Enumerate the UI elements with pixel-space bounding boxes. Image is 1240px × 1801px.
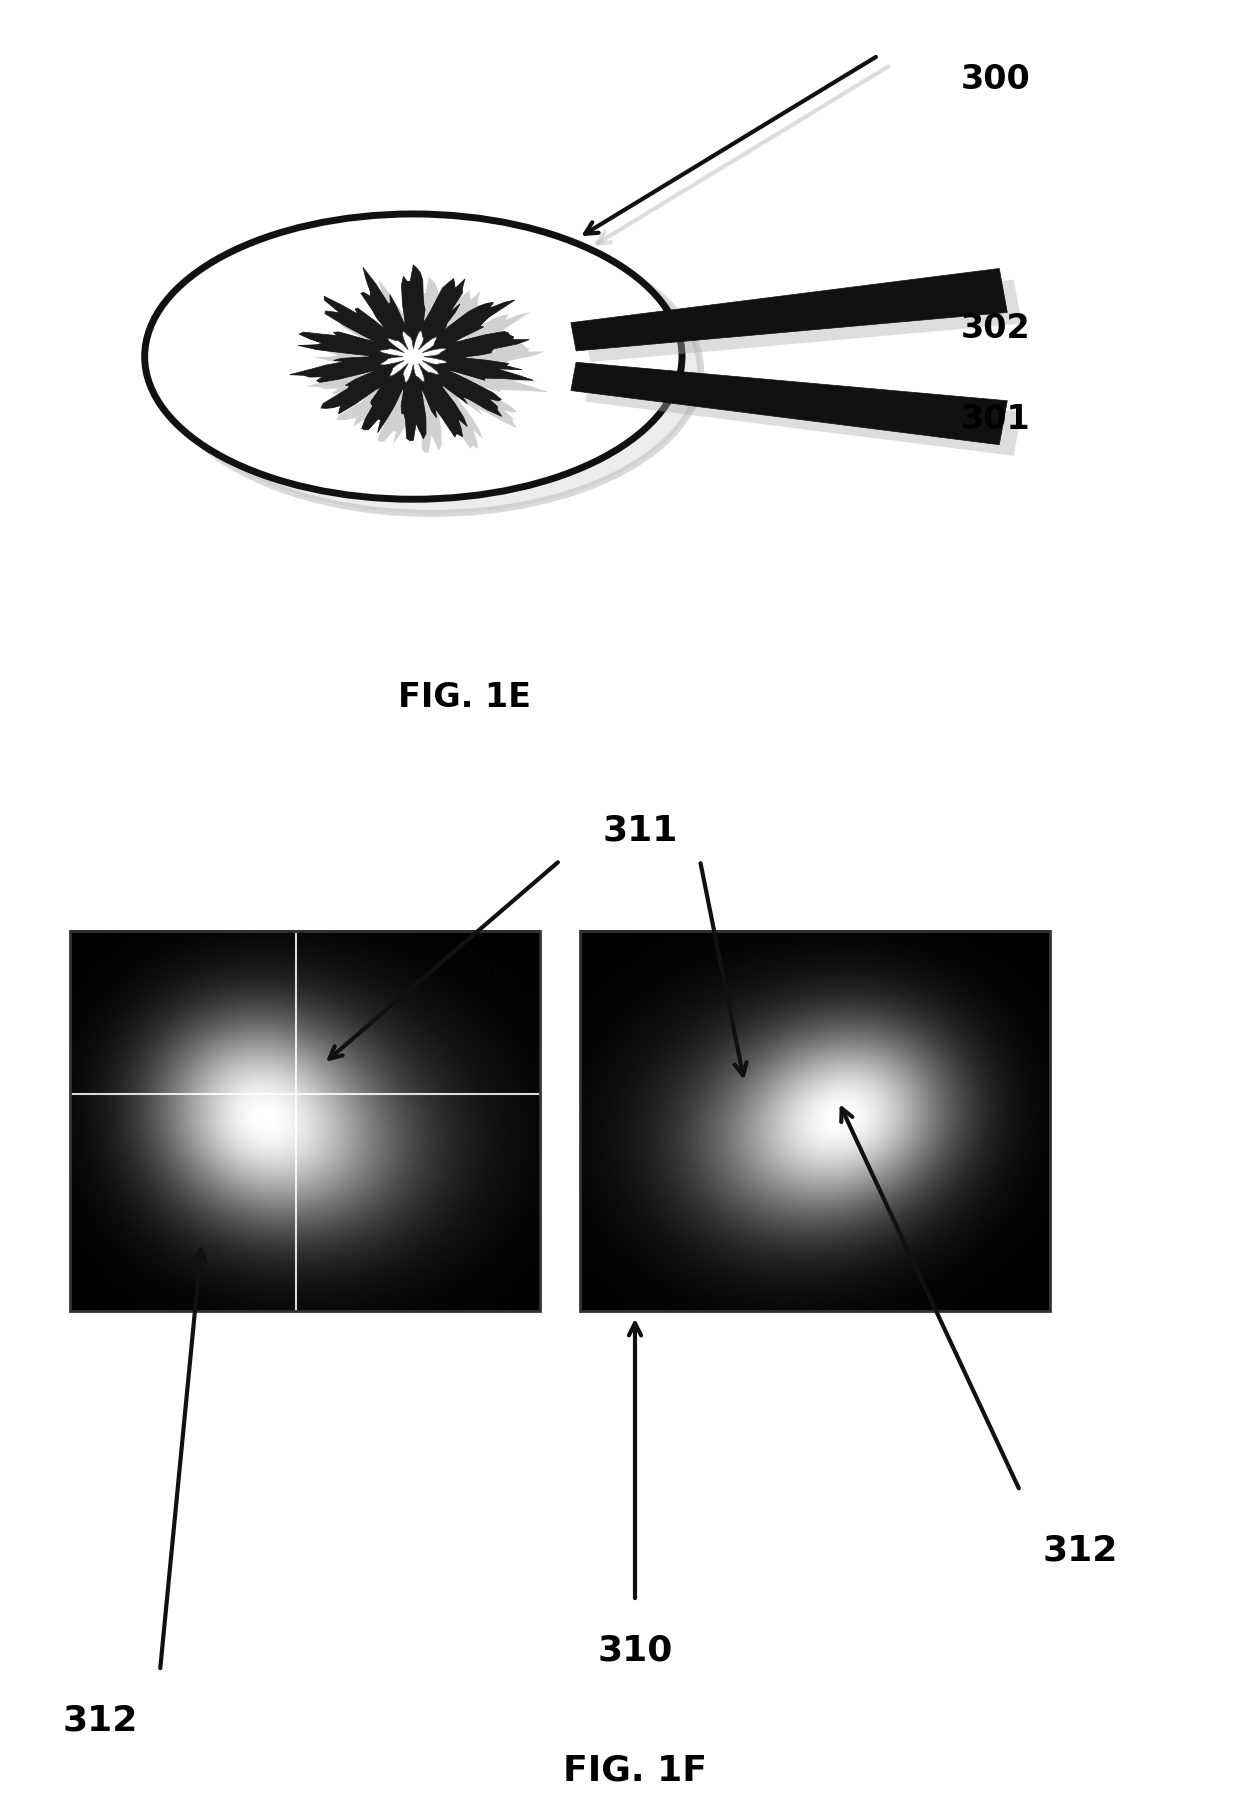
Text: 300: 300 — [961, 63, 1030, 95]
Text: FIG. 1E: FIG. 1E — [398, 681, 532, 713]
Polygon shape — [290, 265, 533, 441]
Bar — [69, 931, 539, 1311]
Text: 310: 310 — [598, 1634, 672, 1668]
Polygon shape — [379, 330, 448, 384]
Polygon shape — [570, 362, 1007, 445]
Ellipse shape — [145, 214, 682, 499]
Text: 312: 312 — [62, 1704, 138, 1738]
Text: FIG. 1F: FIG. 1F — [563, 1754, 707, 1788]
Bar — [580, 931, 1050, 1311]
Ellipse shape — [164, 229, 701, 513]
Text: 301: 301 — [961, 403, 1030, 436]
Polygon shape — [305, 277, 549, 452]
Polygon shape — [585, 373, 1022, 456]
Polygon shape — [585, 279, 1022, 362]
Text: 302: 302 — [961, 312, 1030, 346]
Text: 311: 311 — [603, 814, 678, 848]
Polygon shape — [570, 268, 1007, 351]
Text: 312: 312 — [1043, 1534, 1117, 1569]
